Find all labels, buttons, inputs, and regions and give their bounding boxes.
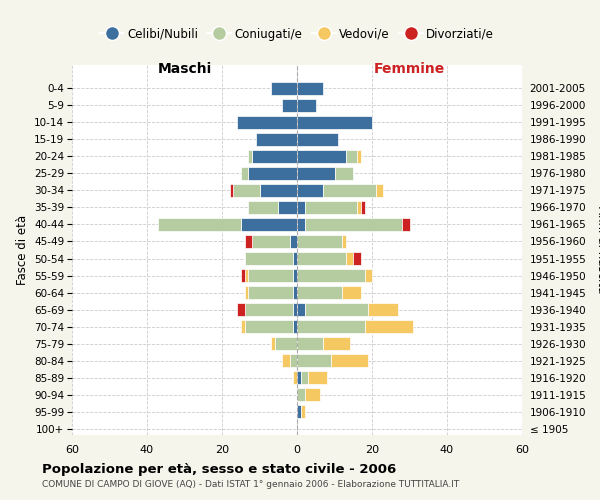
Bar xyxy=(290,354,297,367)
Bar xyxy=(290,235,297,248)
Bar xyxy=(305,218,402,231)
Bar xyxy=(297,235,342,248)
Bar xyxy=(293,303,297,316)
Bar xyxy=(342,235,346,248)
Bar xyxy=(233,184,260,197)
Bar xyxy=(305,201,357,214)
Bar xyxy=(376,184,383,197)
Bar xyxy=(301,372,308,384)
Bar xyxy=(275,338,297,350)
Bar xyxy=(241,269,245,282)
Bar xyxy=(297,372,301,384)
Bar xyxy=(308,372,327,384)
Bar xyxy=(271,82,297,94)
Bar xyxy=(342,286,361,299)
Y-axis label: Fasce di età: Fasce di età xyxy=(16,215,29,285)
Bar xyxy=(305,303,368,316)
Y-axis label: Anni di nascita: Anni di nascita xyxy=(595,206,600,294)
Bar xyxy=(252,235,290,248)
Bar xyxy=(245,269,248,282)
Bar xyxy=(241,167,248,179)
Bar xyxy=(297,354,331,367)
Bar xyxy=(278,201,297,214)
Bar xyxy=(297,218,305,231)
Bar xyxy=(282,99,297,112)
Bar xyxy=(335,167,353,179)
Bar xyxy=(323,338,349,350)
Bar xyxy=(248,269,293,282)
Bar xyxy=(245,320,293,333)
Bar xyxy=(297,286,342,299)
Bar xyxy=(305,388,320,401)
Bar xyxy=(297,99,316,112)
Bar xyxy=(293,286,297,299)
Bar xyxy=(158,218,241,231)
Bar xyxy=(346,150,357,162)
Bar xyxy=(245,286,248,299)
Bar xyxy=(297,82,323,94)
Bar xyxy=(346,252,353,265)
Text: Maschi: Maschi xyxy=(157,62,212,76)
Bar xyxy=(297,388,305,401)
Bar xyxy=(297,201,305,214)
Bar xyxy=(365,269,372,282)
Text: COMUNE DI CAMPO DI GIOVE (AQ) - Dati ISTAT 1° gennaio 2006 - Elaborazione TUTTIT: COMUNE DI CAMPO DI GIOVE (AQ) - Dati IST… xyxy=(42,480,459,489)
Bar xyxy=(297,167,335,179)
Bar xyxy=(248,201,278,214)
Bar xyxy=(248,150,252,162)
Bar xyxy=(297,269,365,282)
Bar xyxy=(229,184,233,197)
Bar xyxy=(357,150,361,162)
Bar xyxy=(323,184,376,197)
Bar xyxy=(297,150,346,162)
Bar xyxy=(297,252,346,265)
Bar xyxy=(256,133,297,145)
Bar xyxy=(245,303,293,316)
Bar xyxy=(260,184,297,197)
Bar xyxy=(368,303,398,316)
Bar xyxy=(282,354,290,367)
Bar xyxy=(331,354,368,367)
Bar xyxy=(297,184,323,197)
Text: Femmine: Femmine xyxy=(374,62,445,76)
Bar xyxy=(241,320,245,333)
Bar xyxy=(245,235,252,248)
Bar xyxy=(248,167,297,179)
Bar xyxy=(293,372,297,384)
Bar xyxy=(237,116,297,128)
Bar xyxy=(241,218,297,231)
Bar xyxy=(293,320,297,333)
Bar xyxy=(293,269,297,282)
Bar xyxy=(271,338,275,350)
Bar xyxy=(297,303,305,316)
Bar xyxy=(301,406,305,418)
Bar xyxy=(293,252,297,265)
Bar xyxy=(248,286,293,299)
Text: Popolazione per età, sesso e stato civile - 2006: Popolazione per età, sesso e stato civil… xyxy=(42,462,396,475)
Legend: Celibi/Nubili, Coniugati/e, Vedovi/e, Divorziati/e: Celibi/Nubili, Coniugati/e, Vedovi/e, Di… xyxy=(95,23,499,45)
Bar xyxy=(357,201,361,214)
Bar xyxy=(361,201,365,214)
Bar xyxy=(297,338,323,350)
Bar xyxy=(252,150,297,162)
Bar xyxy=(245,252,293,265)
Bar xyxy=(237,303,245,316)
Bar xyxy=(353,252,361,265)
Bar xyxy=(402,218,409,231)
Bar xyxy=(297,133,338,145)
Bar xyxy=(297,320,365,333)
Bar xyxy=(297,116,372,128)
Bar xyxy=(365,320,413,333)
Bar xyxy=(297,406,301,418)
